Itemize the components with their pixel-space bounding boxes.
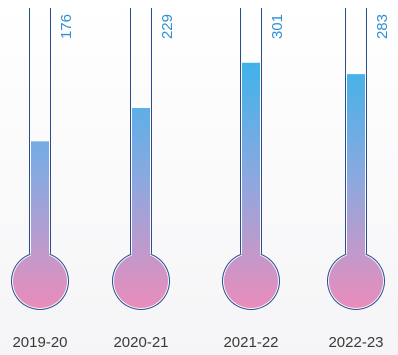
labels-group: 176 2019-20 229 2020-21 301 2021-22 283 2022-23 (12, 14, 391, 351)
category-label-2021-22: 2021-22 (223, 334, 278, 351)
thermometer-outline-2019-20 (11, 8, 69, 310)
category-label-2022-23: 2022-23 (328, 334, 383, 351)
value-label-2022-23: 283 (374, 14, 391, 39)
value-label-2020-21: 229 (159, 14, 176, 39)
thermometer-outline-2022-23 (327, 8, 385, 310)
category-label-2020-21: 2020-21 (113, 334, 168, 351)
thermometer-fill-2021-22 (224, 62, 278, 308)
thermometer-fill-2022-23 (329, 74, 383, 308)
thermometer-outline-2021-22 (222, 8, 280, 310)
thermometer-outline-2020-21 (112, 8, 170, 310)
thermometers-group (11, 8, 385, 310)
thermometer-fill-2019-20 (13, 141, 68, 308)
value-label-2019-20: 176 (58, 14, 75, 39)
value-label-2021-22: 301 (269, 14, 286, 39)
category-label-2019-20: 2019-20 (12, 334, 67, 351)
thermometer-fill-2020-21 (114, 108, 168, 308)
